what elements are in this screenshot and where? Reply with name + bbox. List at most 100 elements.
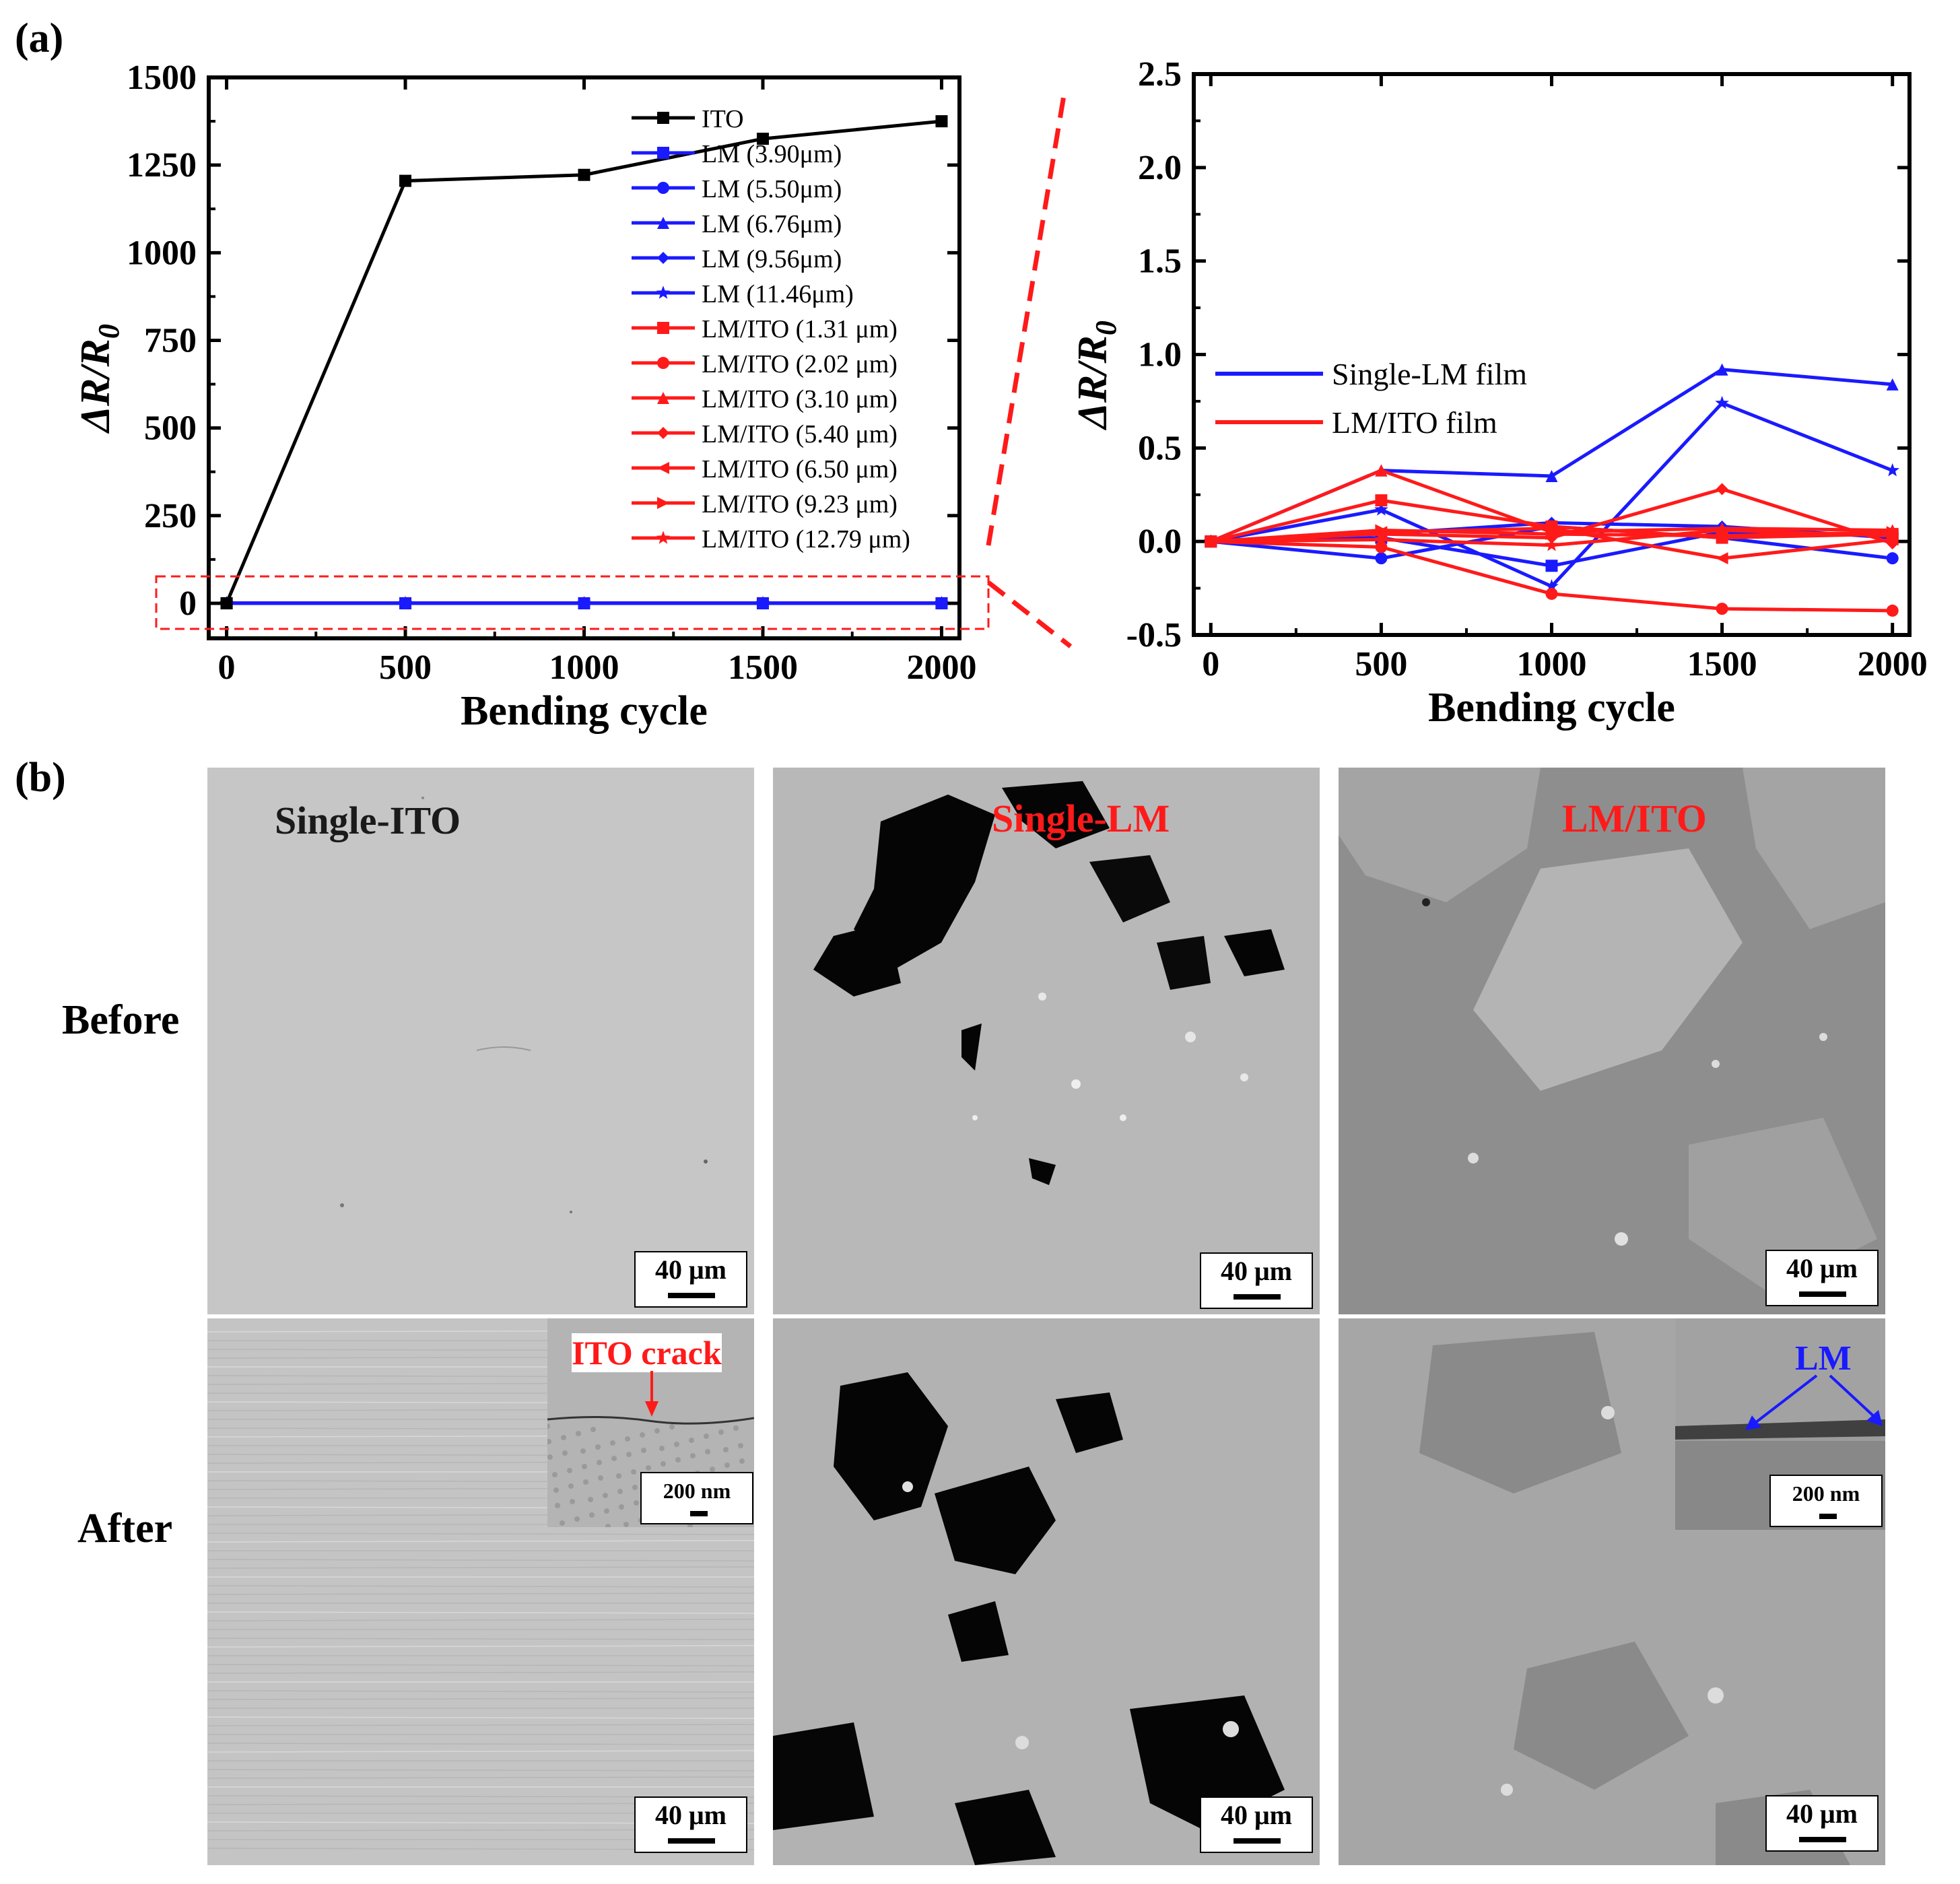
sem-ito-after: ITO crack 200 nm 40 μm — [207, 1318, 754, 1865]
y-axis-label-main: ΔR/R — [1070, 335, 1116, 431]
crack-line — [207, 1638, 754, 1640]
grain — [597, 1460, 602, 1465]
x-tick-label: 500 — [1355, 645, 1407, 683]
grain — [552, 1472, 557, 1477]
lm-label: LM — [1795, 1339, 1852, 1378]
y-tick-label: 250 — [144, 497, 197, 535]
grain — [690, 1453, 696, 1458]
scalebar-text: 40 μm — [1786, 1798, 1858, 1829]
data-point — [1545, 579, 1559, 593]
grain — [710, 1467, 715, 1472]
grain — [610, 1440, 615, 1446]
data-point — [1375, 464, 1388, 477]
zoom-line-bottom — [986, 580, 1073, 648]
grain — [646, 1465, 651, 1471]
data-point — [1715, 395, 1729, 409]
crack-line — [207, 1611, 754, 1614]
data-point — [1375, 524, 1388, 537]
crack-line — [207, 1690, 754, 1693]
grain — [641, 1448, 646, 1453]
legend-marker — [657, 322, 669, 334]
grain — [547, 1423, 550, 1429]
data-point — [578, 597, 590, 609]
scalebar-line — [668, 1838, 715, 1844]
crack-line — [207, 1750, 754, 1753]
grain — [631, 1469, 636, 1475]
data-point — [1885, 463, 1899, 477]
y-tick-label: 2.5 — [1138, 55, 1182, 94]
x-tick-label: 2000 — [906, 648, 976, 687]
grain — [617, 1489, 623, 1494]
scalebar-40um: 40 μm — [634, 1796, 747, 1853]
legend-marker — [656, 531, 671, 544]
legend-label: Single-LM film — [1332, 357, 1527, 391]
scalebar-text: 40 μm — [1786, 1253, 1858, 1283]
grain — [723, 1447, 729, 1452]
legend-marker — [657, 112, 669, 124]
data-point — [1374, 532, 1388, 546]
row-label-before: Before — [62, 997, 180, 1043]
sem-lm-after-texture — [773, 1372, 1285, 1865]
data-point — [1204, 534, 1218, 547]
sem-lmito-after: LM 200 nm 40 μm — [1339, 1318, 1885, 1865]
grain — [582, 1464, 587, 1469]
ito-crack-label: ITO crack — [572, 1333, 722, 1372]
x-tick-label: 500 — [379, 648, 432, 687]
scalebar-line — [690, 1511, 708, 1516]
crack-line — [207, 1566, 754, 1569]
grain — [632, 1485, 638, 1490]
crack-line — [207, 1776, 754, 1779]
data-point — [1545, 587, 1558, 600]
grain — [568, 1483, 574, 1489]
data-point — [1886, 552, 1899, 565]
grain — [583, 1479, 588, 1485]
legend-label: LM/ITO (9.23 μm) — [702, 490, 898, 518]
grain — [623, 1522, 629, 1527]
data-point — [1545, 522, 1558, 535]
legend-label: LM (5.50μm) — [702, 175, 842, 203]
grain — [603, 1493, 608, 1498]
legend-label: LM/ITO (5.40 μm) — [702, 420, 898, 448]
scalebar-line — [1799, 1291, 1846, 1297]
grain — [604, 1508, 609, 1514]
legend-label: ITO — [702, 105, 744, 133]
data-point — [935, 115, 948, 128]
grain — [560, 1520, 565, 1526]
legend-marker — [657, 497, 669, 509]
data-point — [1886, 604, 1899, 617]
scalebar-40um: 40 μm — [634, 1251, 747, 1308]
scalebar-text: 40 μm — [655, 1254, 726, 1285]
grain — [547, 1439, 551, 1444]
y-tick-label: 0.0 — [1138, 523, 1182, 561]
y-tick-label: 1000 — [127, 234, 197, 272]
legend-label: LM/ITO (1.31 μm) — [702, 315, 898, 343]
grain — [580, 1448, 586, 1454]
crack-line — [207, 1592, 754, 1595]
grain — [588, 1497, 593, 1502]
data-point — [1715, 523, 1729, 537]
y-tick-label: 0 — [179, 584, 197, 623]
x-tick-label: 0 — [1202, 645, 1219, 683]
data-point — [1885, 529, 1899, 542]
y-tick-label: 1500 — [127, 59, 197, 97]
scalebar-text: 40 μm — [655, 1800, 726, 1830]
data-point — [756, 597, 769, 609]
crack-line — [207, 1671, 754, 1674]
sem-lmito-before-texture — [1339, 768, 1885, 1293]
sem-title-single-ito: Single-ITO — [275, 799, 461, 842]
grain — [547, 1454, 553, 1460]
grain — [738, 1443, 743, 1448]
data-point — [1716, 363, 1728, 376]
x-axis-label: Bending cycle — [461, 688, 708, 734]
grain — [626, 1452, 632, 1457]
grain — [661, 1461, 666, 1467]
crack-line — [207, 1559, 754, 1561]
scalebar-40um: 40 μm — [1765, 1795, 1879, 1852]
scalebar-200nm: 200 nm — [640, 1472, 753, 1524]
crack-line — [207, 1769, 754, 1772]
y-tick-label: 1.5 — [1138, 242, 1182, 281]
chart-right: 0 500 1000 1500 2000 -0.5 0.0 0.5 1.0 1.5 2.0 2.5 Be… — [1070, 55, 1928, 731]
zoom-highlight-box — [155, 575, 990, 630]
grain — [724, 1462, 730, 1468]
legend-marker — [657, 462, 669, 474]
